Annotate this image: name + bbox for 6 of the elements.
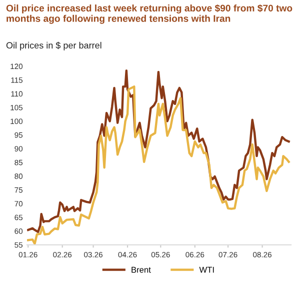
- legend-label: Brent: [132, 266, 151, 273]
- line-series: [27, 70, 290, 233]
- legend-label: WTI: [199, 266, 214, 273]
- chart-title: Oil price increased last week returning above $90 from $70 two months ago following renewed tensions with Iran: [6, 4, 292, 24]
- line-series: [27, 85, 290, 245]
- chart-subtitle: Oil prices in $ per barrel: [6, 42, 102, 50]
